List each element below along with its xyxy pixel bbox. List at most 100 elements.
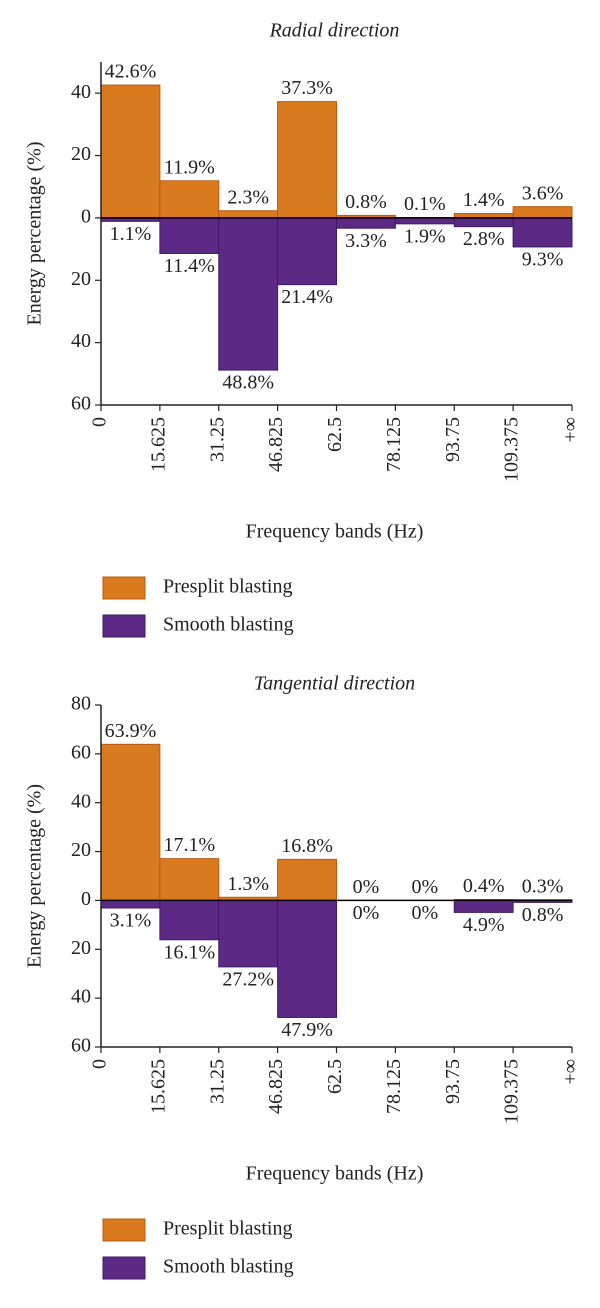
bar: [159, 858, 220, 901]
bar: [218, 899, 279, 968]
value-label: 48.8%: [222, 372, 274, 394]
bar: [453, 217, 514, 228]
value-label: 1.1%: [110, 223, 152, 245]
y-tick-label: 40: [71, 986, 91, 1008]
legend-swatch: [102, 576, 146, 600]
value-label: 2.8%: [463, 228, 505, 250]
bar: [277, 858, 337, 901]
x-tick-label: 31.25: [206, 1059, 228, 1104]
x-axis-label: Frequency bands (Hz): [246, 521, 424, 543]
y-tick-label: 20: [71, 268, 91, 290]
value-label: 0%: [411, 876, 438, 898]
x-axis-label: Frequency bands (Hz): [246, 1163, 424, 1185]
x-tick-label: 62.5: [324, 1059, 346, 1094]
bar: [394, 217, 455, 225]
value-label: 11.9%: [164, 156, 215, 178]
y-tick-label: 40: [71, 330, 91, 352]
x-tick-label: +∞: [560, 417, 582, 443]
x-tick-label: 109.375: [501, 1059, 523, 1124]
y-tick-label: 20: [71, 937, 91, 959]
bar: [512, 217, 573, 248]
y-tick-label: 60: [71, 741, 91, 763]
chart-title: Radial direction: [269, 20, 400, 42]
x-tick-label: 62.5: [324, 417, 346, 452]
y-tick-label: 20: [71, 839, 91, 861]
bar: [159, 217, 220, 254]
y-tick-label: 60: [71, 393, 91, 415]
y-tick-label: 20: [71, 143, 91, 165]
value-label: 37.3%: [281, 77, 333, 99]
x-tick-label: +∞: [560, 1059, 582, 1085]
x-tick-label: 93.75: [442, 1059, 464, 1104]
x-tick-label: 15.625: [147, 417, 169, 472]
legend-label: Smooth blasting: [163, 1256, 294, 1278]
value-label: 47.9%: [281, 1019, 333, 1041]
x-tick-label: 46.825: [265, 1059, 287, 1114]
value-label: 16.8%: [281, 835, 333, 857]
value-label: 3.3%: [345, 230, 387, 252]
bar: [277, 101, 337, 219]
value-label: 0.4%: [463, 875, 505, 897]
x-tick-label: 78.125: [383, 1059, 405, 1114]
value-label: 3.1%: [110, 910, 152, 932]
y-tick-label: 40: [71, 790, 91, 812]
y-tick-label: 80: [71, 693, 91, 715]
bar: [100, 899, 161, 909]
y-axis-label: Energy percentage (%): [24, 142, 46, 326]
bar: [218, 210, 279, 219]
legend-label: Presplit blasting: [163, 1218, 292, 1240]
bar: [277, 217, 337, 286]
bar: [512, 206, 573, 219]
bar: [159, 180, 220, 219]
value-label: 0%: [353, 902, 380, 924]
bar: [453, 899, 514, 913]
y-tick-label: 60: [71, 1035, 91, 1057]
x-tick-label: 93.75: [442, 417, 464, 462]
value-label: 1.9%: [404, 225, 446, 247]
legend-label: Smooth blasting: [163, 614, 294, 636]
value-label: 27.2%: [222, 968, 274, 990]
y-tick-label: 40: [71, 81, 91, 103]
chart: Radial direction 60 40 20 0 20 40 Energy percen…: [24, 20, 582, 638]
x-tick-label: 0: [89, 1059, 111, 1069]
bar: [100, 84, 161, 219]
value-label: 9.3%: [522, 249, 564, 271]
x-tick-label: 46.825: [265, 417, 287, 472]
y-tick-label: 0: [81, 888, 91, 910]
value-label: 0.3%: [522, 875, 564, 897]
value-label: 17.1%: [163, 834, 215, 856]
legend-swatch: [102, 614, 146, 638]
bar: [218, 217, 279, 371]
legend-swatch: [102, 1256, 146, 1280]
chart-title: Tangential direction: [254, 673, 415, 695]
x-tick-label: 31.25: [206, 417, 228, 462]
x-tick-label: 78.125: [383, 417, 405, 472]
value-label: 16.1%: [163, 941, 215, 963]
legend-label: Presplit blasting: [163, 576, 292, 598]
value-label: 63.9%: [105, 720, 157, 742]
value-label: 4.9%: [463, 914, 505, 936]
y-tick-label: 0: [81, 206, 91, 228]
value-label: 42.6%: [105, 61, 157, 83]
x-tick-label: 109.375: [501, 417, 523, 482]
value-label: 0%: [353, 876, 380, 898]
value-label: 3.6%: [522, 182, 564, 204]
bar: [159, 899, 220, 941]
value-label: 1.3%: [227, 873, 269, 895]
value-label: 0.8%: [345, 191, 387, 213]
value-label: 0%: [411, 902, 438, 924]
value-label: 11.4%: [164, 255, 215, 277]
chart: Tangential direction 60 40 20 0 20 40 60 80 Energ…: [24, 673, 582, 1280]
x-tick-label: 15.625: [147, 1059, 169, 1114]
value-label: 2.3%: [227, 186, 269, 208]
bar: [277, 899, 337, 1018]
bar: [100, 743, 161, 901]
legend-swatch: [102, 1218, 146, 1242]
value-label: 0.8%: [522, 904, 564, 926]
value-label: 0.1%: [404, 193, 446, 215]
x-tick-label: 0: [89, 417, 111, 427]
bar: [336, 217, 396, 229]
y-axis-label: Energy percentage (%): [24, 784, 46, 968]
value-label: 1.4%: [463, 189, 505, 211]
